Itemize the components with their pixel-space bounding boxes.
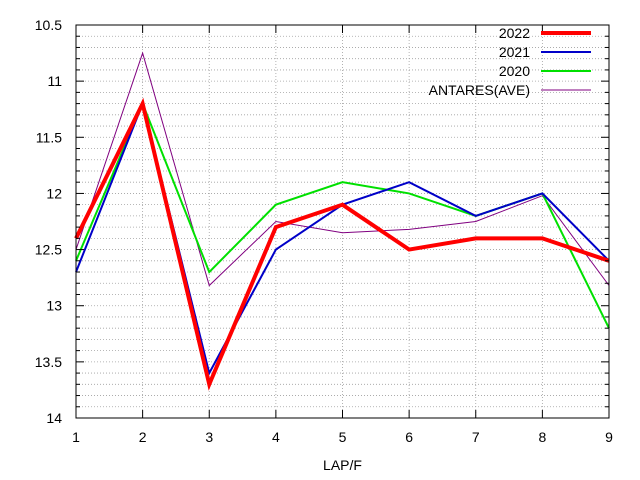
y-tick-label: 11 — [47, 73, 62, 89]
x-axis: 1 2 3 4 5 6 7 8 9 — [72, 25, 613, 445]
x-tick-label: 7 — [472, 429, 480, 445]
series-line-2022 — [74, 97, 610, 391]
y-tick-label: 13.5 — [35, 354, 62, 370]
y-axis: 10.5 11 11.5 12 12.5 13 13.5 14 — [35, 17, 609, 426]
y-tick-label: 11.5 — [36, 129, 62, 145]
x-axis-label: LAP/F — [323, 457, 362, 473]
series-layer — [74, 51, 610, 391]
x-tick-label: 1 — [72, 429, 80, 445]
x-tick-label: 9 — [605, 429, 613, 445]
x-tick-label: 4 — [272, 429, 280, 445]
legend-label: 2022 — [499, 25, 530, 41]
y-tick-label: 13 — [46, 298, 62, 314]
y-tick-label: 12.5 — [35, 242, 62, 258]
x-tick-label: 5 — [339, 429, 347, 445]
legend-label: 2021 — [499, 44, 530, 60]
legend-label: ANTARES(AVE) — [429, 82, 530, 98]
x-tick-label: 3 — [205, 429, 213, 445]
x-tick-label: 6 — [405, 429, 413, 445]
y-tick-label: 12 — [46, 185, 62, 201]
legend-label: 2020 — [499, 63, 530, 79]
y-tick-label: 14 — [46, 410, 62, 426]
x-tick-label: 8 — [538, 429, 546, 445]
series-line-antares-ave — [75, 51, 610, 287]
y-tick-label: 10.5 — [35, 17, 62, 33]
x-tick-label: 2 — [139, 429, 147, 445]
legend: 2022 2021 2020 ANTARES(AVE) — [429, 25, 591, 98]
